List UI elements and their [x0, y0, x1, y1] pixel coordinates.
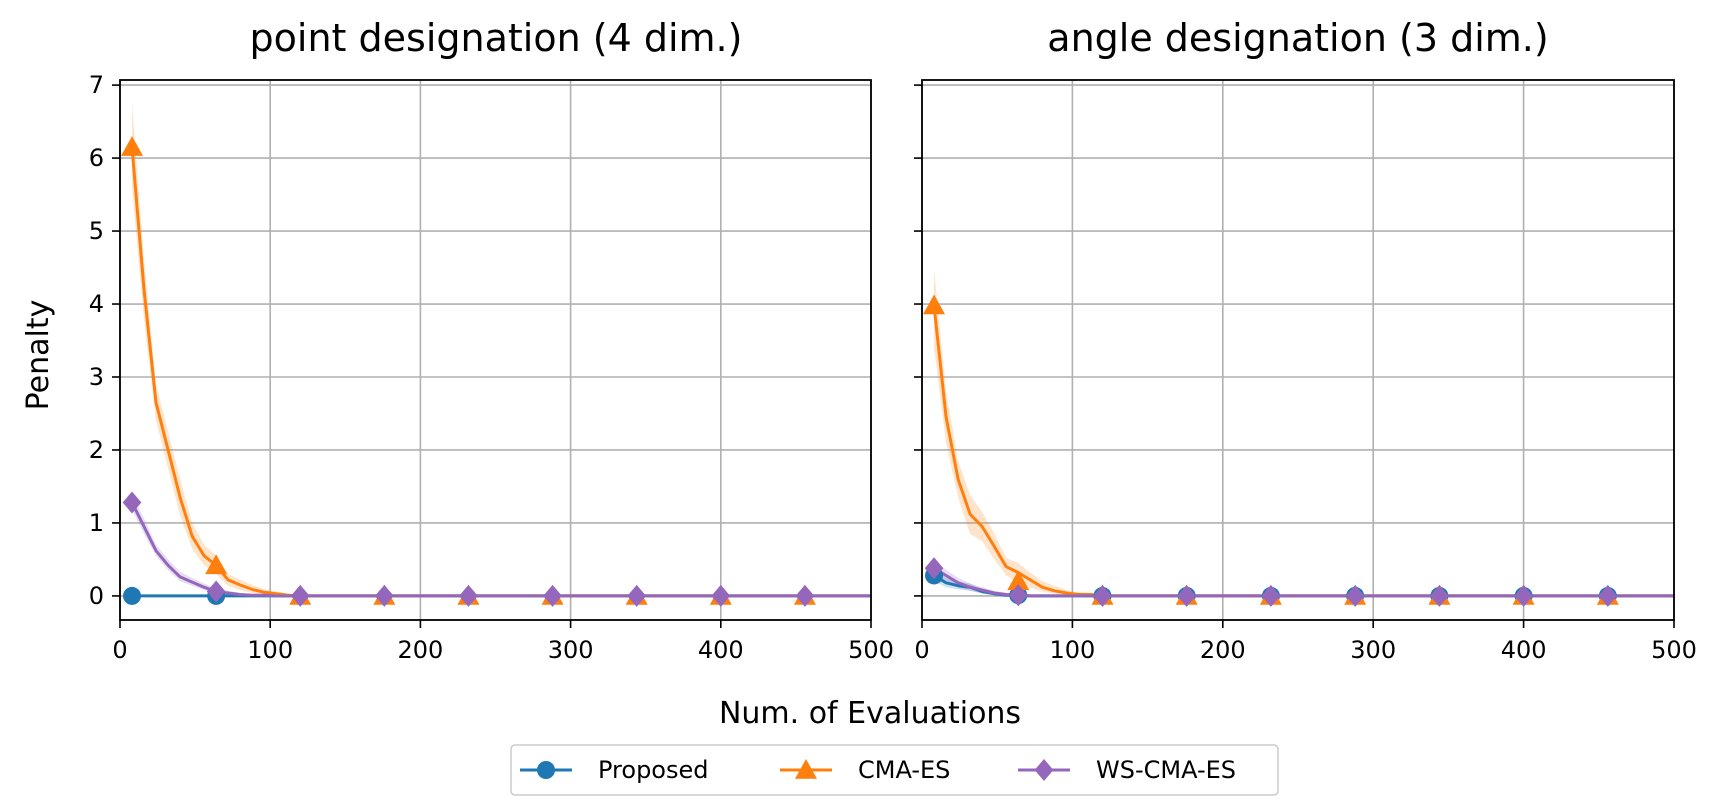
x-tick-label: 0 — [914, 636, 929, 664]
data-point — [1345, 584, 1365, 607]
x-tick-label: 0 — [112, 636, 127, 664]
data-point — [924, 557, 944, 580]
data-point — [711, 584, 731, 607]
data-point — [121, 136, 144, 156]
data-point — [1514, 584, 1533, 607]
data-point — [1177, 584, 1197, 607]
data-point — [290, 584, 310, 607]
axes-frame — [119, 79, 872, 621]
y-tick-label: 4 — [89, 290, 104, 318]
y-axis-label: Penalty — [21, 300, 56, 411]
data-point — [1598, 584, 1618, 607]
x-tick-label: 400 — [698, 636, 744, 664]
legend-entry: Proposed — [520, 756, 709, 784]
confidence-band — [132, 103, 871, 596]
axes-frame — [921, 79, 1675, 621]
x-tick-label: 500 — [848, 636, 894, 664]
plot-area — [923, 269, 1674, 607]
x-tick-label: 100 — [247, 636, 293, 664]
plot-area — [121, 103, 871, 607]
y-tick-label: 3 — [89, 363, 104, 391]
legend-entry: CMA-ES — [780, 756, 950, 784]
y-tick-label: 6 — [89, 144, 104, 172]
data-point — [923, 294, 946, 315]
data-point — [1093, 584, 1112, 607]
x-tick-label: 200 — [1200, 636, 1246, 664]
data-point — [1261, 584, 1281, 607]
data-point — [123, 586, 142, 605]
panel-angle-designation: angle designation (3 dim.) 0 100 200 300 400… — [914, 16, 1697, 664]
y-tick-label: 2 — [89, 436, 104, 464]
data-point — [543, 584, 562, 607]
data-point — [375, 584, 394, 607]
legend-frame — [510, 744, 1279, 796]
legend-marker — [537, 761, 555, 779]
confidence-band — [934, 269, 1674, 596]
legend: Proposed CMA-ES WS-CMA-ES — [510, 744, 1279, 796]
data-point — [205, 554, 228, 575]
data-point — [627, 584, 647, 607]
y-tick-label: 7 — [89, 71, 104, 99]
data-point — [459, 584, 478, 607]
legend-marker — [1034, 759, 1054, 781]
y-tick-label: 1 — [89, 509, 104, 537]
x-tick-label: 500 — [1651, 636, 1697, 664]
confidence-band — [132, 495, 871, 596]
x-tick-label: 300 — [1350, 636, 1396, 664]
series-line — [933, 566, 1674, 598]
data-point — [1430, 584, 1449, 607]
panel-title: angle designation (3 dim.) — [1047, 16, 1548, 60]
x-tick-label: 400 — [1501, 636, 1547, 664]
legend-label: CMA-ES — [858, 756, 950, 784]
legend-label: Proposed — [598, 756, 709, 784]
data-point — [1007, 570, 1030, 591]
y-tick-label: 0 — [89, 582, 104, 610]
x-tick-label: 200 — [397, 636, 443, 664]
x-tick-label: 100 — [1049, 636, 1095, 664]
series-line — [130, 501, 871, 598]
legend-marker — [795, 759, 817, 779]
data-point — [206, 580, 226, 603]
data-point — [1008, 584, 1028, 607]
data-point — [122, 491, 142, 514]
x-tick-label: 300 — [548, 636, 594, 664]
x-axis-label: Num. of Evaluations — [719, 696, 1021, 731]
legend-label: WS-CMA-ES — [1096, 756, 1236, 784]
data-point — [795, 584, 815, 607]
y-tick-label: 5 — [89, 217, 104, 245]
legend-entry: WS-CMA-ES — [1018, 756, 1236, 784]
panel-point-designation: point designation (4 dim.) 0 100 200 300 400… — [89, 16, 894, 664]
panel-title: point designation (4 dim.) — [250, 16, 743, 60]
